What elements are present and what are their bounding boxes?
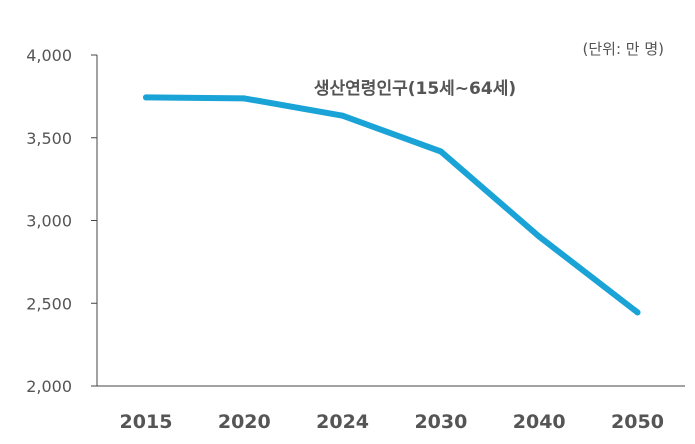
y-tick-label: 3,000 bbox=[26, 212, 72, 231]
y-tick-label: 2,000 bbox=[26, 377, 72, 396]
y-tick-label: 4,000 bbox=[26, 46, 72, 65]
y-tick-label: 2,500 bbox=[26, 294, 72, 313]
data-point bbox=[536, 233, 543, 240]
series-line bbox=[143, 94, 641, 316]
data-point bbox=[143, 94, 149, 101]
y-tick-label: 3,500 bbox=[26, 129, 72, 148]
series-label: 생산연령인구(15세~64세) bbox=[314, 78, 516, 99]
data-point bbox=[437, 148, 444, 155]
data-point bbox=[634, 309, 641, 316]
x-tick-label: 2030 bbox=[414, 411, 467, 433]
y-axis: 4,000 3,500 3,000 2,500 2,000 bbox=[26, 46, 98, 396]
x-tick-label: 2040 bbox=[513, 411, 566, 433]
series-layer bbox=[143, 94, 641, 316]
data-point bbox=[339, 112, 346, 119]
x-tick-label: 2015 bbox=[120, 411, 173, 433]
x-axis: 2015 2020 2024 2030 2040 2050 bbox=[97, 385, 685, 433]
x-tick-label: 2050 bbox=[611, 411, 664, 433]
x-tick-label: 2020 bbox=[218, 411, 271, 433]
unit-note: (단위: 만 명) bbox=[583, 40, 665, 58]
data-point bbox=[241, 95, 248, 102]
x-tick-label: 2024 bbox=[316, 411, 369, 433]
